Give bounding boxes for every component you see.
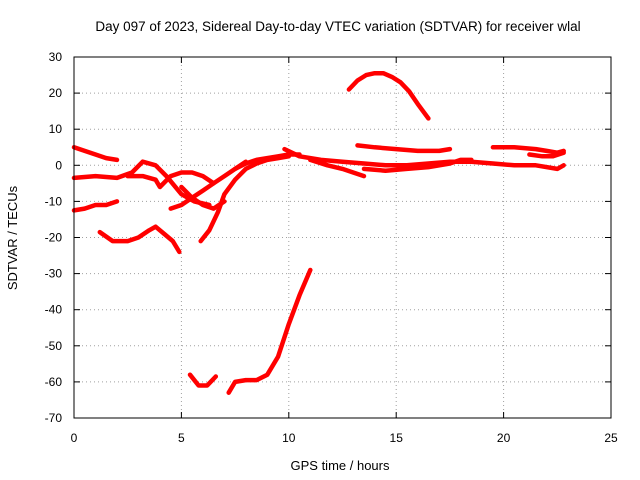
series-arc-16	[361, 157, 474, 173]
series-arc-15	[355, 143, 453, 154]
x-tick-label: 25	[604, 431, 618, 445]
series-arc-10	[226, 267, 313, 395]
label-layer: 0 5 10 15 20 25 30 20 10 0 -10 -20 -30 -40 -50 -60 -70	[45, 50, 618, 445]
y-tick-label: -40	[45, 303, 63, 317]
series-arc-7	[179, 184, 227, 211]
y-tick-label: 10	[49, 122, 63, 136]
y-tick-label: 30	[49, 50, 63, 64]
data-layer	[71, 70, 566, 395]
y-tick-label: -50	[45, 339, 63, 353]
y-tick-label: -60	[45, 375, 63, 389]
series-arc-4	[97, 224, 182, 255]
x-tick-label: 10	[282, 431, 296, 445]
x-tick-label: 0	[71, 431, 78, 445]
y-tick-label: -70	[45, 411, 63, 425]
x-axis-title: GPS time / hours	[291, 458, 390, 473]
series-arc-18	[527, 150, 566, 159]
series-arc-3	[71, 199, 120, 213]
y-tick-label: 20	[49, 86, 63, 100]
series-arc-2	[71, 159, 212, 208]
series-arc-11	[232, 152, 302, 172]
grid-layer	[74, 57, 611, 418]
series-arc-5	[125, 170, 216, 190]
y-tick-label: -20	[45, 231, 63, 245]
x-tick-label: 5	[178, 431, 185, 445]
chart-title: Day 097 of 2023, Sidereal Day-to-day VTE…	[95, 19, 580, 34]
series-arc-14	[346, 70, 431, 121]
tick-layer	[73, 56, 612, 419]
x-tick-label: 20	[497, 431, 511, 445]
x-tick-label: 15	[390, 431, 404, 445]
y-tick-label: 0	[55, 158, 62, 172]
series-arc-9	[187, 372, 219, 388]
y-axis-title: SDTVAR / TECUs	[5, 185, 20, 290]
series-arc-13	[308, 157, 367, 179]
series-arc-1	[71, 145, 120, 163]
y-tick-label: -10	[45, 194, 63, 208]
y-tick-label: -30	[45, 267, 63, 281]
series-arc-8	[198, 154, 292, 244]
series-arc-12	[282, 146, 566, 172]
